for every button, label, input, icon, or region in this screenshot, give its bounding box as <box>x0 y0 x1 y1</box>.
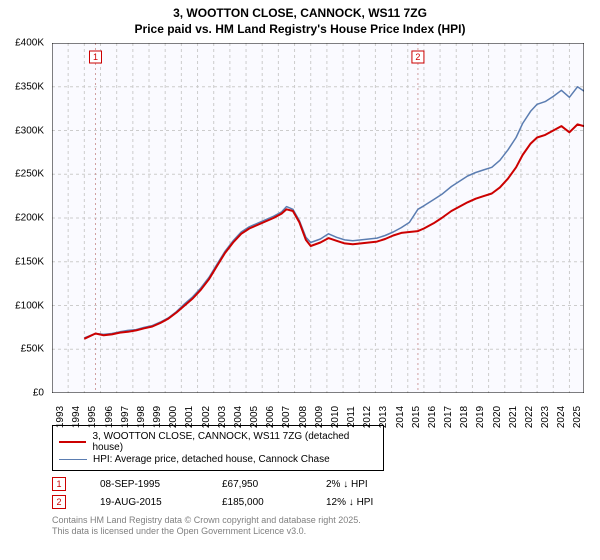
legend-item: HPI: Average price, detached house, Cann… <box>59 454 377 465</box>
footer-line-2: This data is licensed under the Open Gov… <box>52 526 590 537</box>
title-line-2: Price paid vs. HM Land Registry's House … <box>10 22 590 38</box>
x-tick-label: 2015 <box>411 406 422 428</box>
legend: 3, WOOTTON CLOSE, CANNOCK, WS11 7ZG (det… <box>52 425 384 471</box>
x-tick-label: 2008 <box>298 406 309 428</box>
legend-swatch <box>59 459 87 460</box>
marker-box-icon: 1 <box>52 477 66 491</box>
x-tick-label: 2011 <box>346 406 357 428</box>
chart-container: 3, WOOTTON CLOSE, CANNOCK, WS11 7ZG Pric… <box>0 0 600 560</box>
y-tick-label: £50K <box>21 344 44 355</box>
marker-row: 2 19-AUG-2015 £185,000 12% ↓ HPI <box>52 495 590 509</box>
x-tick-label: 1998 <box>136 406 147 428</box>
marker-box-icon: 2 <box>52 495 66 509</box>
x-tick-label: 2005 <box>249 406 260 428</box>
x-tick-label: 2016 <box>427 406 438 428</box>
y-tick-label: £200K <box>15 213 44 224</box>
legend-label: 3, WOOTTON CLOSE, CANNOCK, WS11 7ZG (det… <box>92 431 377 453</box>
x-tick-label: 2009 <box>314 406 325 428</box>
y-tick-label: £350K <box>15 81 44 92</box>
y-tick-label: £250K <box>15 169 44 180</box>
x-axis-labels: 1993199419951996199719981999200020012002… <box>52 393 584 421</box>
x-tick-label: 1995 <box>87 406 98 428</box>
legend-label: HPI: Average price, detached house, Cann… <box>93 454 330 465</box>
marker-price: £67,950 <box>222 479 292 490</box>
marker-date: 19-AUG-2015 <box>100 497 188 508</box>
y-tick-label: £0 <box>33 388 44 399</box>
marker-pct: 12% ↓ HPI <box>326 497 416 508</box>
chart-svg: 12 <box>52 43 584 393</box>
footer: Contains HM Land Registry data © Crown c… <box>52 515 590 538</box>
x-tick-label: 2004 <box>233 406 244 428</box>
legend-swatch <box>59 441 86 443</box>
y-tick-label: £100K <box>15 300 44 311</box>
marker-date: 08-SEP-1995 <box>100 479 188 490</box>
x-tick-label: 1993 <box>55 406 66 428</box>
svg-text:2: 2 <box>415 52 420 62</box>
x-tick-label: 2022 <box>524 406 535 428</box>
title-line-1: 3, WOOTTON CLOSE, CANNOCK, WS11 7ZG <box>10 6 590 22</box>
y-tick-label: £300K <box>15 125 44 136</box>
x-tick-label: 2012 <box>362 406 373 428</box>
x-tick-label: 2000 <box>168 406 179 428</box>
x-tick-label: 2017 <box>443 406 454 428</box>
svg-text:1: 1 <box>93 52 98 62</box>
x-tick-label: 2018 <box>459 406 470 428</box>
x-tick-label: 2020 <box>492 406 503 428</box>
marker-pct: 2% ↓ HPI <box>326 479 416 490</box>
x-tick-label: 2025 <box>572 406 583 428</box>
x-tick-label: 2006 <box>265 406 276 428</box>
x-tick-label: 2013 <box>378 406 389 428</box>
x-tick-label: 1994 <box>71 406 82 428</box>
x-tick-label: 2002 <box>201 406 212 428</box>
plot-area: £0£50K£100K£150K£200K£250K£300K£350K£400… <box>52 43 584 393</box>
x-tick-label: 1997 <box>120 406 131 428</box>
x-tick-label: 2001 <box>184 406 195 428</box>
y-tick-label: £150K <box>15 256 44 267</box>
x-tick-label: 1999 <box>152 406 163 428</box>
x-tick-label: 2021 <box>508 406 519 428</box>
marker-price: £185,000 <box>222 497 292 508</box>
x-tick-label: 2010 <box>330 406 341 428</box>
marker-row: 1 08-SEP-1995 £67,950 2% ↓ HPI <box>52 477 590 491</box>
footer-line-1: Contains HM Land Registry data © Crown c… <box>52 515 590 526</box>
x-tick-label: 2024 <box>556 406 567 428</box>
x-tick-label: 2019 <box>475 406 486 428</box>
x-tick-label: 2007 <box>281 406 292 428</box>
marker-table: 1 08-SEP-1995 £67,950 2% ↓ HPI 2 19-AUG-2015 £… <box>52 477 590 509</box>
x-tick-label: 2023 <box>540 406 551 428</box>
y-tick-label: £400K <box>15 38 44 49</box>
x-tick-label: 2014 <box>395 406 406 428</box>
x-tick-label: 2003 <box>217 406 228 428</box>
y-axis-labels: £0£50K£100K£150K£200K£250K£300K£350K£400… <box>4 37 48 387</box>
x-tick-label: 1996 <box>104 406 115 428</box>
chart-title: 3, WOOTTON CLOSE, CANNOCK, WS11 7ZG Pric… <box>10 6 590 37</box>
legend-item: 3, WOOTTON CLOSE, CANNOCK, WS11 7ZG (det… <box>59 431 377 453</box>
